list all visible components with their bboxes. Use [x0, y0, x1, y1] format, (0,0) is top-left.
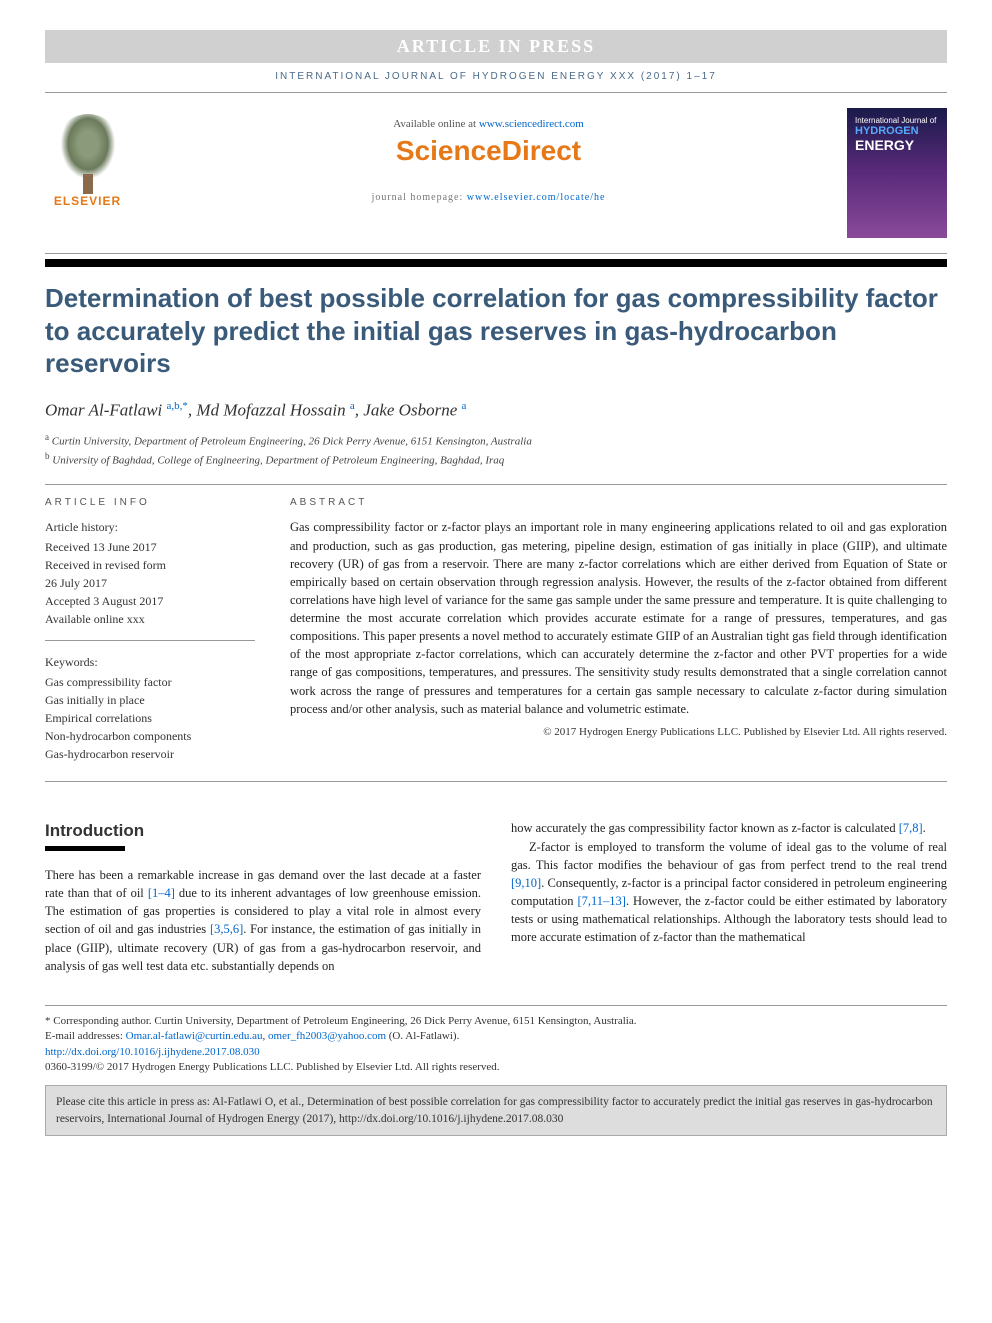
author-2-name: Md Mofazzal Hossain [196, 400, 349, 419]
cover-hydrogen-text: HYDROGEN [855, 125, 939, 137]
affil-a-text: Curtin University, Department of Petrole… [49, 436, 532, 448]
article-info-column: ARTICLE INFO Article history: Received 1… [45, 497, 255, 763]
keywords-block: Keywords: Gas compressibility factor Gas… [45, 653, 255, 763]
abstract-text: Gas compressibility factor or z-factor p… [290, 518, 947, 717]
available-online-text: Available online at www.sciencedirect.co… [150, 118, 827, 130]
keywords-head: Keywords: [45, 653, 255, 671]
elsevier-text: ELSEVIER [54, 194, 121, 208]
email-label: E-mail addresses: [45, 1030, 126, 1042]
abstract-column: ABSTRACT Gas compressibility factor or z… [290, 497, 947, 763]
intro-heading: Introduction [45, 819, 481, 844]
keyword-1: Gas compressibility factor [45, 673, 255, 691]
author-3-name: Jake Osborne [363, 400, 461, 419]
article-in-press-banner: ARTICLE IN PRESS [45, 30, 947, 63]
article-info-label: ARTICLE INFO [45, 497, 255, 508]
citation-box: Please cite this article in press as: Al… [45, 1085, 947, 1135]
email-suffix: (O. Al-Fatlawi). [386, 1030, 459, 1042]
email-line: E-mail addresses: Omar.al-fatlawi@curtin… [45, 1029, 947, 1044]
revised-line2: 26 July 2017 [45, 574, 255, 592]
divider-1 [45, 484, 947, 485]
article-history-block: Article history: Received 13 June 2017 R… [45, 518, 255, 628]
article-title: Determination of best possible correlati… [45, 282, 947, 380]
ref-link-1-4[interactable]: [1–4] [148, 886, 175, 900]
intro-text-2b: . [923, 821, 926, 835]
info-abstract-row: ARTICLE INFO Article history: Received 1… [45, 497, 947, 763]
intro-para-1-left: There has been a remarkable increase in … [45, 866, 481, 975]
intro-para-1-right: how accurately the gas compressibility f… [511, 819, 947, 837]
corresponding-author: * Corresponding author. Curtin Universit… [45, 1014, 947, 1029]
page: ARTICLE IN PRESS INTERNATIONAL JOURNAL O… [0, 0, 992, 1166]
avail-prefix: Available online at [393, 118, 479, 130]
intro-para-2-right: Z-factor is employed to transform the vo… [511, 838, 947, 947]
journal-cover-thumbnail: International Journal of HYDROGEN ENERGY [847, 108, 947, 238]
header-center: Available online at www.sciencedirect.co… [150, 108, 827, 203]
online-date: Available online xxx [45, 610, 255, 628]
affiliation-a: a Curtin University, Department of Petro… [45, 432, 947, 448]
author-1-name: Omar Al-Fatlawi [45, 400, 167, 419]
sciencedirect-link[interactable]: www.sciencedirect.com [479, 118, 584, 130]
ref-link-3-5-6[interactable]: [3,5,6] [210, 922, 243, 936]
sciencedirect-logo: ScienceDirect [150, 135, 827, 167]
elsevier-tree-icon [53, 114, 123, 189]
author-3-affil-sup: a [462, 400, 467, 412]
ref-link-7-8[interactable]: [7,8] [899, 821, 923, 835]
cover-top-text: International Journal of [855, 116, 939, 125]
affiliation-b: b University of Baghdad, College of Engi… [45, 451, 947, 467]
author-1-affil-sup: a,b,* [167, 400, 188, 412]
keyword-2: Gas initially in place [45, 691, 255, 709]
header-box: ELSEVIER Available online at www.science… [45, 92, 947, 254]
keyword-4: Non-hydrocarbon components [45, 727, 255, 745]
intro-text-2a: how accurately the gas compressibility f… [511, 821, 899, 835]
homepage-text: journal homepage: www.elsevier.com/locat… [150, 192, 827, 203]
email-link-2[interactable]: omer_fh2003@yahoo.com [268, 1030, 386, 1042]
divider-2 [45, 781, 947, 782]
revised-line1: Received in revised form [45, 556, 255, 574]
body-col-left: Introduction There has been a remarkable… [45, 819, 481, 974]
email-link-1[interactable]: Omar.al-fatlawi@curtin.edu.au [126, 1030, 263, 1042]
history-head: Article history: [45, 518, 255, 536]
received-date: Received 13 June 2017 [45, 538, 255, 556]
footnotes: * Corresponding author. Curtin Universit… [45, 1005, 947, 1076]
accepted-date: Accepted 3 August 2017 [45, 592, 255, 610]
cover-energy-text: ENERGY [855, 137, 939, 153]
abstract-label: ABSTRACT [290, 497, 947, 508]
authors-line: Omar Al-Fatlawi a,b,*, Md Mofazzal Hossa… [45, 400, 947, 421]
spacer [45, 794, 947, 819]
ref-link-7-11-13[interactable]: [7,11–13] [577, 894, 626, 908]
body-columns: Introduction There has been a remarkable… [45, 819, 947, 974]
intro-text-3a: Z-factor is employed to transform the vo… [511, 840, 947, 872]
title-bar [45, 259, 947, 267]
homepage-link[interactable]: www.elsevier.com/locate/he [467, 192, 606, 203]
intro-underline-bar [45, 846, 125, 851]
issn-copyright: 0360-3199/© 2017 Hydrogen Energy Publica… [45, 1060, 947, 1075]
info-divider [45, 640, 255, 641]
journal-citation-line: INTERNATIONAL JOURNAL OF HYDROGEN ENERGY… [45, 71, 947, 82]
keyword-5: Gas-hydrocarbon reservoir [45, 745, 255, 763]
elsevier-logo: ELSEVIER [45, 108, 130, 208]
body-col-right: how accurately the gas compressibility f… [511, 819, 947, 974]
affil-b-text: University of Baghdad, College of Engine… [50, 454, 505, 466]
abstract-copyright: © 2017 Hydrogen Energy Publications LLC.… [290, 726, 947, 738]
ref-link-9-10[interactable]: [9,10] [511, 876, 541, 890]
homepage-prefix: journal homepage: [372, 192, 467, 203]
keyword-3: Empirical correlations [45, 709, 255, 727]
doi-link[interactable]: http://dx.doi.org/10.1016/j.ijhydene.201… [45, 1046, 260, 1058]
